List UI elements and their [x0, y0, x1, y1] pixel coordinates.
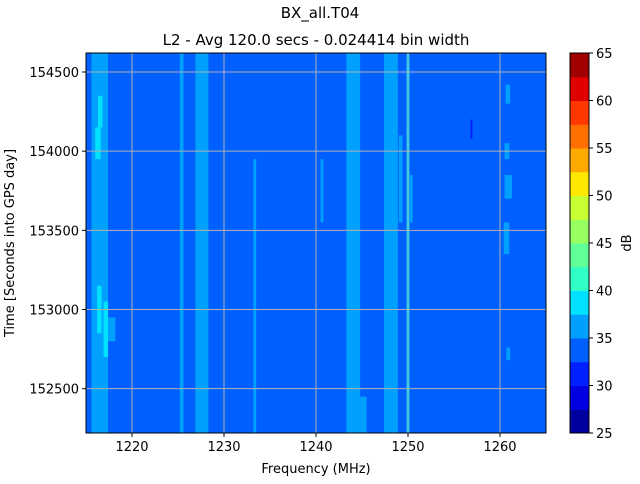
x-tick-label: 1230 — [207, 440, 240, 455]
y-tick-label: 152500 — [29, 383, 79, 398]
y-tick-label: 154500 — [29, 66, 79, 81]
colorbar-segment — [570, 124, 589, 149]
colorbar-tick-label: 55 — [596, 142, 613, 157]
chart-subtitle: L2 - Avg 120.0 secs - 0.024414 bin width — [163, 31, 470, 49]
colorbar-tick-label: 50 — [596, 190, 613, 205]
colorbar-segment — [570, 53, 589, 78]
colorbar-tick-label: 35 — [596, 332, 613, 347]
contour-region — [384, 53, 398, 433]
colorbar-tick-label: 30 — [596, 380, 613, 395]
x-axis: 1220 1230 1240 1250 1260 — [115, 433, 517, 455]
contour-region — [409, 174, 413, 223]
contour-region — [504, 174, 512, 199]
x-tick-label: 1240 — [299, 440, 332, 455]
y-tick-label: 154000 — [29, 145, 79, 160]
colorbar-tick-label: 40 — [596, 285, 613, 300]
colorbar-segment — [570, 385, 589, 410]
contour-region — [97, 95, 103, 128]
colorbar-segment — [570, 100, 589, 125]
contour-region — [503, 222, 510, 255]
contour-region — [346, 53, 361, 433]
colorbar-segment — [570, 219, 589, 244]
colorbar-segment — [570, 290, 589, 315]
colorbar-segment — [570, 148, 589, 173]
y-tick-label: 153000 — [29, 304, 79, 319]
chart-title: BX_all.T04 — [281, 4, 360, 23]
contour-region — [253, 159, 257, 434]
contour-region — [505, 84, 511, 104]
colorbar-segment — [570, 409, 589, 434]
y-axis: 152500 153000 153500 154000 154500 — [29, 66, 86, 398]
colorbar-label: dB — [620, 234, 635, 251]
contour-region — [470, 119, 473, 139]
y-tick-label: 153500 — [29, 224, 79, 239]
grid — [86, 53, 546, 433]
colorbar-tick-label: 25 — [596, 427, 613, 442]
contour-region — [179, 53, 184, 433]
colorbar-segment — [570, 361, 589, 386]
colorbar-segment — [570, 266, 589, 291]
x-tick-label: 1250 — [391, 440, 424, 455]
colorbar-segment — [570, 195, 589, 220]
colorbar-segment — [570, 338, 589, 363]
colorbar-segment — [570, 243, 589, 268]
y-axis-label: Time [Seconds into GPS day] — [3, 149, 18, 338]
colorbar-segment — [570, 171, 589, 196]
colorbar-segment — [570, 76, 589, 101]
x-tick-label: 1220 — [115, 440, 148, 455]
contour-region — [195, 53, 209, 433]
x-tick-label: 1260 — [483, 440, 516, 455]
colorbar-tick-label: 65 — [596, 47, 613, 62]
contour-region — [108, 317, 116, 342]
colorbar-tick-label: 45 — [596, 237, 613, 252]
contour-region — [320, 159, 324, 223]
colorbar-tick-label: 60 — [596, 95, 613, 110]
colorbar: 25 30 35 40 45 50 55 60 65 — [569, 47, 613, 442]
contour-region — [360, 396, 367, 433]
x-axis-label: Frequency (MHz) — [261, 462, 370, 477]
contour-region — [103, 301, 109, 357]
contour-region — [398, 135, 403, 223]
colorbar-segment — [570, 314, 589, 339]
contour-region — [95, 127, 101, 160]
contour-region — [506, 347, 511, 361]
